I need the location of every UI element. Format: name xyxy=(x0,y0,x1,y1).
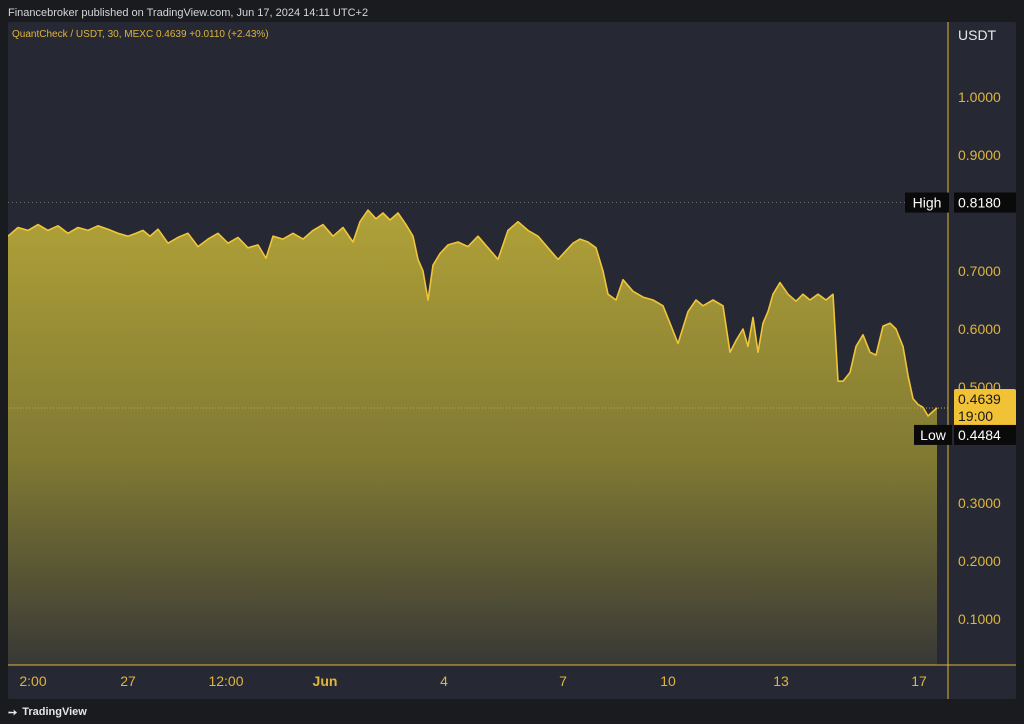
footer: ➙ TradingView xyxy=(8,700,87,724)
x-tick-label: Jun xyxy=(313,673,338,689)
low-label: Low xyxy=(920,427,947,443)
x-tick-label: 10 xyxy=(660,673,676,689)
y-tick-label: 0.3000 xyxy=(958,495,1001,511)
low-label-box xyxy=(914,424,952,445)
y-tick-label: 0.9000 xyxy=(958,147,1001,163)
x-tick-label: 13 xyxy=(773,673,789,689)
y-tick-label: 0.1000 xyxy=(958,611,1001,627)
last-price-label: 0.4639 xyxy=(958,391,1001,407)
x-tick-label: 7 xyxy=(559,673,567,689)
footer-brand[interactable]: TradingView xyxy=(22,706,87,718)
x-tick-label: 12:00 xyxy=(208,673,243,689)
low-value-box xyxy=(954,424,1016,445)
published-info: Financebroker published on TradingView.c… xyxy=(8,7,369,19)
guides-layer xyxy=(8,202,948,409)
x-tick-label: 27 xyxy=(120,673,136,689)
series-line xyxy=(8,209,938,417)
symbol-info: QuantCheck / USDT, 30, MEXC 0.4639 +0.01… xyxy=(12,29,269,40)
price-chart[interactable]: USDT1.00000.90000.70000.60000.50000.3000… xyxy=(8,22,1016,699)
last-time-label: 19:00 xyxy=(958,408,993,424)
x-tick-label: 2:00 xyxy=(19,673,46,689)
tradingview-logo-icon: ➙ xyxy=(8,706,17,719)
y-tick-label: 0.6000 xyxy=(958,321,1001,337)
high-value-label: 0.8180 xyxy=(958,195,1001,211)
x-tick-label: 17 xyxy=(911,673,927,689)
high-value-box xyxy=(954,192,1016,213)
y-tick-label: 0.2000 xyxy=(958,553,1001,569)
x-tick-label: 4 xyxy=(440,673,448,689)
high-label: High xyxy=(913,195,942,211)
last-price-box xyxy=(954,388,1016,427)
area-layer xyxy=(8,209,938,665)
currency-label: USDT xyxy=(958,27,997,43)
high-label-box xyxy=(905,192,949,213)
chart-frame: USDT 1.0000 0.9000 0.7000 0.6000 0.5000 0.3000… xyxy=(8,22,1016,699)
y-tick-label: 0.7000 xyxy=(958,263,1001,279)
y-tick-label: 1.0000 xyxy=(958,89,1001,105)
low-value-label: 0.4484 xyxy=(958,427,1001,443)
labels-layer: USDT1.00000.90000.70000.60000.50000.3000… xyxy=(19,27,1016,689)
axes-layer xyxy=(8,22,1016,699)
series-area-fill xyxy=(8,210,937,665)
